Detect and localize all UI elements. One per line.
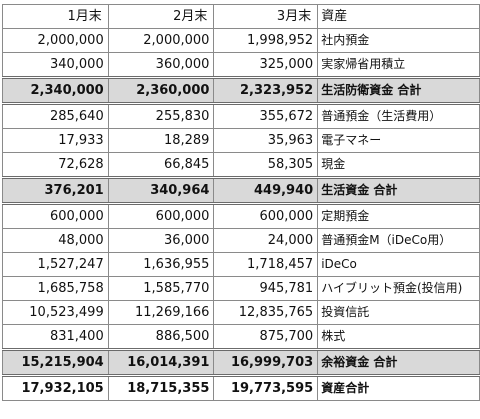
cell-mar[interactable]: 24,000	[213, 228, 319, 253]
cell-jan[interactable]: 1,527,247	[2, 252, 109, 277]
table-row: 600,000 600,000 600,000 定期預金	[2, 202, 480, 229]
row-label[interactable]: 現金	[317, 152, 480, 178]
cell-mar[interactable]: 35,963	[213, 128, 319, 153]
table-row: 10,523,499 11,269,166 12,835,765 投資信託	[2, 300, 480, 325]
row-label[interactable]: 定期預金	[317, 202, 480, 229]
subtotal-row: 376,201 340,964 449,940 生活資金 合計	[2, 176, 480, 204]
cell-feb[interactable]: 2,000,000	[107, 28, 215, 53]
cell-jan[interactable]: 1,685,758	[2, 276, 109, 301]
cell-jan[interactable]: 17,932,105	[2, 374, 109, 401]
cell-jan[interactable]: 600,000	[2, 202, 109, 229]
cell-feb[interactable]: 11,269,166	[107, 300, 215, 325]
header-feb: 2月末	[107, 4, 215, 29]
row-label[interactable]: 普通預金（生活費用）	[317, 102, 480, 129]
cell-mar[interactable]: 1,998,952	[213, 28, 319, 53]
row-label[interactable]: 生活防衛資金 合計	[317, 76, 480, 104]
table-row: 340,000 360,000 325,000 実家帰省用積立	[2, 52, 480, 78]
table-row: 1,685,758 1,585,770 945,781 ハイブリット預金(投信用…	[2, 276, 480, 301]
subtotal-row: 2,340,000 2,360,000 2,323,952 生活防衛資金 合計	[2, 76, 480, 104]
cell-mar[interactable]: 19,773,595	[213, 374, 319, 401]
cell-mar[interactable]: 16,999,703	[213, 348, 319, 376]
cell-jan[interactable]: 17,933	[2, 128, 109, 153]
row-label[interactable]: 電子マネー	[317, 128, 480, 153]
table-row: 285,640 255,830 355,672 普通預金（生活費用）	[2, 102, 480, 129]
cell-feb[interactable]: 886,500	[107, 324, 215, 350]
cell-jan[interactable]: 10,523,499	[2, 300, 109, 325]
cell-mar[interactable]: 12,835,765	[213, 300, 319, 325]
row-label[interactable]: 普通預金M（iDeCo用）	[317, 228, 480, 253]
header-label: 資産	[317, 4, 480, 29]
cell-feb[interactable]: 36,000	[107, 228, 215, 253]
header-row: 1月末 2月末 3月末 資産	[2, 4, 480, 29]
cell-feb[interactable]: 1,585,770	[107, 276, 215, 301]
cell-jan[interactable]: 15,215,904	[2, 348, 109, 376]
header-mar: 3月末	[213, 4, 319, 29]
asset-table: 1月末 2月末 3月末 資産 2,000,000 2,000,000 1,998…	[2, 4, 480, 401]
table-row: 2,000,000 2,000,000 1,998,952 社内預金	[2, 28, 480, 53]
cell-feb[interactable]: 66,845	[107, 152, 215, 178]
cell-mar[interactable]: 355,672	[213, 102, 319, 129]
table-row: 831,400 886,500 875,700 株式	[2, 324, 480, 350]
cell-mar[interactable]: 1,718,457	[213, 252, 319, 277]
cell-jan[interactable]: 2,000,000	[2, 28, 109, 53]
cell-feb[interactable]: 340,964	[107, 176, 215, 204]
cell-feb[interactable]: 16,014,391	[107, 348, 215, 376]
cell-mar[interactable]: 325,000	[213, 52, 319, 78]
cell-jan[interactable]: 340,000	[2, 52, 109, 78]
cell-mar[interactable]: 600,000	[213, 202, 319, 229]
row-label[interactable]: 資産合計	[317, 374, 480, 401]
row-label[interactable]: 余裕資金 合計	[317, 348, 480, 376]
cell-mar[interactable]: 58,305	[213, 152, 319, 178]
row-label[interactable]: iDeCo	[317, 252, 480, 277]
row-label[interactable]: 生活資金 合計	[317, 176, 480, 204]
table-row: 48,000 36,000 24,000 普通預金M（iDeCo用）	[2, 228, 480, 253]
cell-jan[interactable]: 72,628	[2, 152, 109, 178]
row-label[interactable]: ハイブリット預金(投信用)	[317, 276, 480, 301]
cell-feb[interactable]: 18,715,355	[107, 374, 215, 401]
subtotal-row: 15,215,904 16,014,391 16,999,703 余裕資金 合計	[2, 348, 480, 376]
cell-jan[interactable]: 2,340,000	[2, 76, 109, 104]
row-label[interactable]: 投資信託	[317, 300, 480, 325]
cell-jan[interactable]: 376,201	[2, 176, 109, 204]
cell-feb[interactable]: 2,360,000	[107, 76, 215, 104]
row-label[interactable]: 株式	[317, 324, 480, 350]
grand-total-row: 17,932,105 18,715,355 19,773,595 資産合計	[2, 374, 480, 401]
cell-mar[interactable]: 449,940	[213, 176, 319, 204]
cell-feb[interactable]: 1,636,955	[107, 252, 215, 277]
table-row: 1,527,247 1,636,955 1,718,457 iDeCo	[2, 252, 480, 277]
cell-feb[interactable]: 600,000	[107, 202, 215, 229]
cell-jan[interactable]: 831,400	[2, 324, 109, 350]
table-row: 72,628 66,845 58,305 現金	[2, 152, 480, 178]
cell-feb[interactable]: 18,289	[107, 128, 215, 153]
cell-mar[interactable]: 945,781	[213, 276, 319, 301]
table-row: 17,933 18,289 35,963 電子マネー	[2, 128, 480, 153]
row-label[interactable]: 社内預金	[317, 28, 480, 53]
header-jan: 1月末	[2, 4, 109, 29]
cell-jan[interactable]: 48,000	[2, 228, 109, 253]
cell-jan[interactable]: 285,640	[2, 102, 109, 129]
cell-feb[interactable]: 255,830	[107, 102, 215, 129]
row-label[interactable]: 実家帰省用積立	[317, 52, 480, 78]
cell-mar[interactable]: 875,700	[213, 324, 319, 350]
cell-mar[interactable]: 2,323,952	[213, 76, 319, 104]
cell-feb[interactable]: 360,000	[107, 52, 215, 78]
